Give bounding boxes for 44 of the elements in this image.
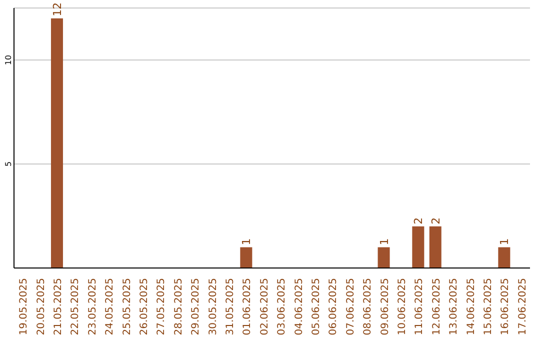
- x-tick-label: 27.05.2025: [156, 278, 168, 336]
- x-tick-label: 22.05.2025: [70, 278, 82, 336]
- x-tick-label: 09.06.2025: [380, 278, 391, 336]
- data-label: 1: [378, 238, 391, 246]
- x-tick-label: 28.05.2025: [173, 278, 184, 336]
- bar: [378, 247, 390, 268]
- data-label: 1: [498, 238, 512, 246]
- y-tick-label: 5: [4, 161, 13, 167]
- x-tick-label: 19.05.2025: [18, 278, 30, 336]
- bar: [50, 18, 63, 268]
- bar: [429, 226, 442, 268]
- x-tick-label: 24.05.2025: [104, 278, 116, 336]
- x-tick-label: 06.06.2025: [328, 278, 340, 336]
- x-tick-label: 12.06.2025: [431, 278, 442, 336]
- x-tick-label: 11.06.2025: [414, 278, 426, 336]
- x-tick-label: 29.05.2025: [190, 278, 202, 336]
- bar: [498, 247, 510, 268]
- x-tick-label: 21.05.2025: [53, 278, 64, 336]
- x-tick-label: 23.05.2025: [87, 278, 98, 336]
- data-label: 12: [50, 2, 64, 16]
- x-tick-label: 30.05.2025: [208, 278, 219, 336]
- x-tick-label: 01.06.2025: [242, 278, 254, 336]
- x-tick-label: 14.06.2025: [466, 278, 477, 336]
- data-label: 2: [412, 217, 426, 224]
- x-tick-label: 04.06.2025: [294, 278, 305, 336]
- x-tick-label: 08.06.2025: [362, 278, 374, 336]
- x-tick-label: 10.06.2025: [397, 278, 408, 336]
- x-tick-label: 03.06.2025: [276, 278, 288, 336]
- x-tick-label: 31.05.2025: [225, 278, 236, 336]
- x-tick-label: 26.05.2025: [139, 278, 150, 336]
- data-label: 1: [240, 238, 254, 246]
- y-tick-label: 10: [4, 54, 13, 66]
- bar: [240, 247, 252, 268]
- x-tick-label: 20.05.2025: [36, 278, 47, 336]
- x-tick-label: 05.06.2025: [311, 278, 322, 336]
- data-label: 2: [429, 217, 442, 224]
- x-tick-label: 15.06.2025: [483, 278, 494, 336]
- x-tick-label: 16.06.2025: [500, 278, 512, 336]
- x-tick-label: 17.06.2025: [517, 278, 528, 336]
- x-tick-label: 02.06.2025: [259, 278, 270, 336]
- x-tick-label: 07.06.2025: [345, 278, 356, 336]
- bar: [412, 226, 424, 268]
- x-tick-label: 13.06.2025: [448, 278, 460, 336]
- x-tick-label: 25.05.2025: [122, 278, 133, 336]
